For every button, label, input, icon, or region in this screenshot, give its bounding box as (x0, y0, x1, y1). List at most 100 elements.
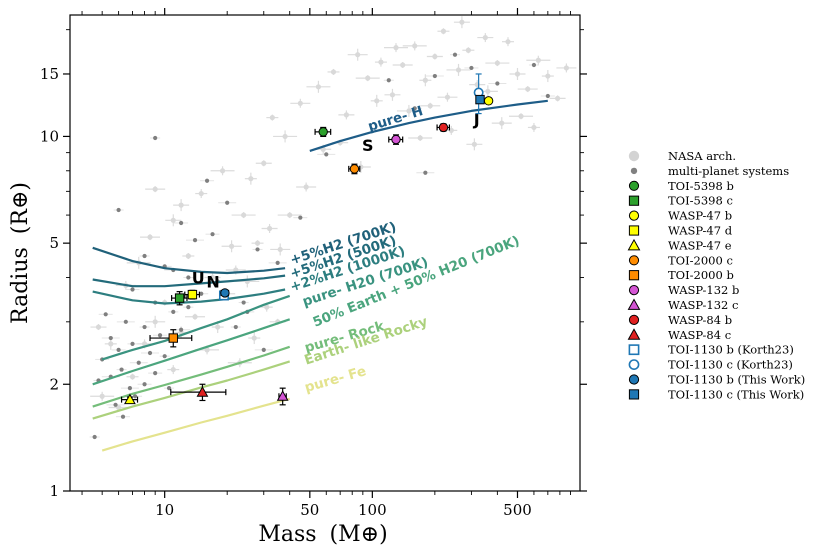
archive-point-marker (343, 112, 349, 118)
planet-marker (438, 122, 449, 133)
y-axis-title: Radius (R⊕) (8, 182, 33, 324)
archive-point-marker (269, 114, 275, 121)
multi-point-marker (153, 371, 158, 376)
legend-label: multi-planet systems (668, 164, 789, 178)
legend-label: WASP-132 b (668, 283, 739, 297)
archive-point-marker (563, 65, 569, 71)
archive-point-marker (261, 160, 267, 166)
nasa-archive-point (426, 53, 443, 60)
nasa-archive-point (221, 240, 242, 253)
legend-marker (628, 314, 640, 325)
planet-marker (276, 390, 289, 401)
nasa-archive-point (165, 214, 182, 227)
nasa-archive-point (231, 212, 256, 219)
planet-marker (349, 164, 360, 174)
archive-point-marker (297, 100, 303, 106)
curve-pure-rock (92, 345, 291, 408)
legend-marker (627, 298, 641, 310)
multi-planet-point (150, 135, 161, 141)
legend-label: WASP-47 e (668, 238, 732, 252)
planet-wasp-84-b (436, 122, 450, 133)
multi-point-marker (261, 347, 266, 352)
archive-point-marker (518, 113, 524, 119)
legend-item-wasp-47-b: WASP-47 b (628, 209, 732, 223)
multi-planet-point (89, 434, 100, 440)
multi-planet-layer (89, 52, 555, 440)
composition-curves-layer (92, 99, 548, 452)
nasa-archive-point (261, 223, 278, 233)
multi-planet-point (205, 232, 220, 237)
legend-label: TOI-1130 c (This Work) (668, 387, 804, 401)
planet-toi-1130-b-this-work (220, 288, 230, 298)
multi-planet-point (383, 78, 394, 83)
multi-point-marker (116, 347, 121, 352)
archive-point-marker (494, 60, 500, 66)
y-axis-title-text: Radius (8, 247, 33, 324)
axis-ticks-layer: 10 50 100 500 1 2 5 10 15 (40, 8, 587, 519)
planet-toi-2000-c (348, 163, 361, 175)
legend-item-wasp-47-e: WASP-47 e (627, 238, 732, 252)
legend-label: TOI-1130 b (This Work) (668, 373, 805, 387)
legend-label: TOI-1130 c (Korth23) (668, 358, 793, 372)
nasa-archive-point (140, 234, 161, 241)
archive-point-marker (444, 94, 451, 100)
legend-marker (628, 195, 640, 206)
nasa-archive-point (167, 365, 180, 375)
planet-wasp-47-b (483, 96, 494, 106)
multi-planet-point (159, 354, 170, 359)
nasa-archive-point (244, 172, 257, 185)
archive-point-marker (303, 184, 309, 190)
planet-wasp-132-b (388, 134, 404, 145)
legend-marker (628, 210, 640, 221)
nasa-archive-point (527, 122, 540, 132)
multi-planet-point (416, 170, 435, 175)
archive-point-marker (116, 404, 122, 411)
multi-planet-point (116, 319, 135, 324)
multi-point-marker (123, 319, 128, 324)
archive-point-marker (400, 62, 406, 68)
archive-point-marker (209, 274, 216, 281)
nasa-archive-point (347, 48, 368, 61)
nasa-archive-point (255, 160, 272, 167)
legend-label: TOI-5398 b (668, 179, 734, 193)
multi-planet-point (183, 305, 194, 310)
y-axis-title-unit: (R⊕) (8, 182, 33, 234)
nasa-archive-point (204, 273, 221, 283)
nasa-archive-point (437, 92, 458, 102)
multi-point-marker (132, 394, 138, 399)
archive-point-marker (241, 212, 247, 218)
y-tick-label: 15 (40, 65, 59, 83)
x-axis-title: Mass (M⊕) (258, 522, 387, 547)
planet-marker (168, 333, 178, 343)
nasa-archive-point (126, 373, 139, 380)
nasa-archive-point (277, 212, 302, 219)
archive-point-marker (152, 319, 158, 325)
multi-planet-point (464, 65, 479, 71)
multi-planet-point (174, 220, 189, 226)
multi-point-marker (166, 386, 172, 391)
archive-point-marker (170, 217, 176, 223)
multi-planet-point (540, 93, 555, 99)
nasa-archive-point (327, 68, 340, 75)
y-tick-label: 5 (49, 234, 59, 252)
archive-point-marker (129, 374, 136, 380)
nasa-archive-point (195, 189, 208, 199)
legend-item-toi-1130-b-this-work: TOI-1130 b (This Work) (628, 373, 805, 387)
archive-point-marker (108, 341, 114, 347)
multi-planet-point (317, 152, 336, 157)
archive-point-marker (482, 34, 488, 41)
legend-marker (628, 374, 640, 385)
nasa-archive-point (251, 240, 264, 247)
nasa-archive-point (517, 86, 538, 93)
multi-planet-point (425, 73, 444, 79)
multi-point-marker (153, 135, 158, 141)
multi-point-marker (130, 287, 135, 292)
nasa-archive-point (437, 28, 450, 35)
solar-system-layer: U N S J (192, 110, 480, 291)
legend-item-toi-5398-c: TOI-5398 c (628, 194, 733, 208)
multi-planet-point (168, 309, 179, 314)
solar-planet-s: S (362, 136, 374, 155)
archive-point-marker (427, 103, 433, 109)
archive-point-marker (554, 95, 561, 102)
planet-marker (220, 288, 230, 298)
